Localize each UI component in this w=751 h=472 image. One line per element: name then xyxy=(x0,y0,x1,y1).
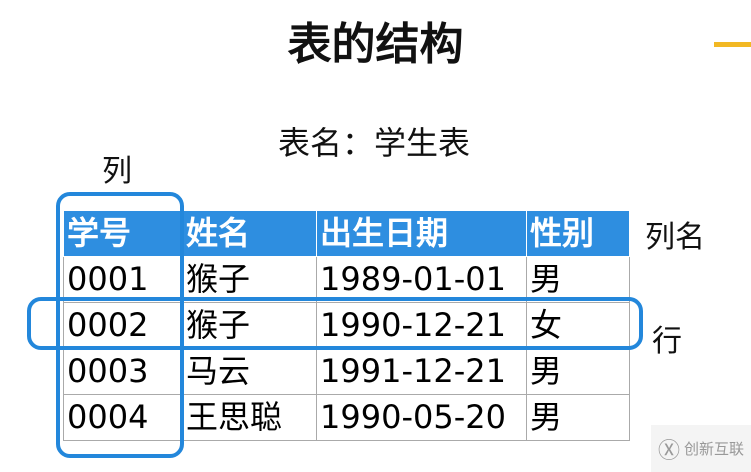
table-cell: 0004 xyxy=(63,394,183,441)
watermark: Ⓧ 创新互联 xyxy=(651,425,751,472)
table-cell: 1989-01-01 xyxy=(316,256,527,303)
column-label: 列 xyxy=(102,154,132,189)
table-row: 0003 马云 1991-12-21 男 xyxy=(63,348,630,395)
table-cell: 1990-05-20 xyxy=(316,394,527,441)
table-cell: 男 xyxy=(526,256,630,303)
table-cell: 王思聪 xyxy=(182,394,317,441)
table-name: 表名：学生表 xyxy=(278,124,471,162)
table-cell: 猴子 xyxy=(182,302,317,349)
table-cell: 0001 xyxy=(63,256,183,303)
header-cell: 性别 xyxy=(526,210,630,257)
table-cell: 男 xyxy=(526,394,630,441)
table-cell: 1991-12-21 xyxy=(316,348,527,395)
table-cell: 男 xyxy=(526,348,630,395)
accent-bar xyxy=(714,42,751,47)
header-cell: 姓名 xyxy=(182,210,317,257)
row-highlight xyxy=(27,297,643,350)
table-row: 0002 猴子 1990-12-21 女 xyxy=(63,302,630,349)
column-name-label: 列名 xyxy=(645,220,705,255)
table-cell: 1990-12-21 xyxy=(316,302,527,349)
table-cell: 0003 xyxy=(63,348,183,395)
table-cell: 马云 xyxy=(182,348,317,395)
header-cell: 出生日期 xyxy=(316,210,527,257)
watermark-logo-icon: Ⓧ xyxy=(657,438,680,464)
row-label: 行 xyxy=(652,324,682,359)
table-cell: 0002 xyxy=(63,302,183,349)
table-cell: 猴子 xyxy=(182,256,317,303)
watermark-text: 创新互联 xyxy=(684,440,745,458)
slide-title: 表的结构 xyxy=(287,19,464,70)
header-cell: 学号 xyxy=(63,210,183,257)
header-row: 学号 姓名 出生日期 性别 xyxy=(63,210,630,257)
table-row: 0001 猴子 1989-01-01 男 xyxy=(63,256,630,303)
column-highlight xyxy=(56,192,184,458)
